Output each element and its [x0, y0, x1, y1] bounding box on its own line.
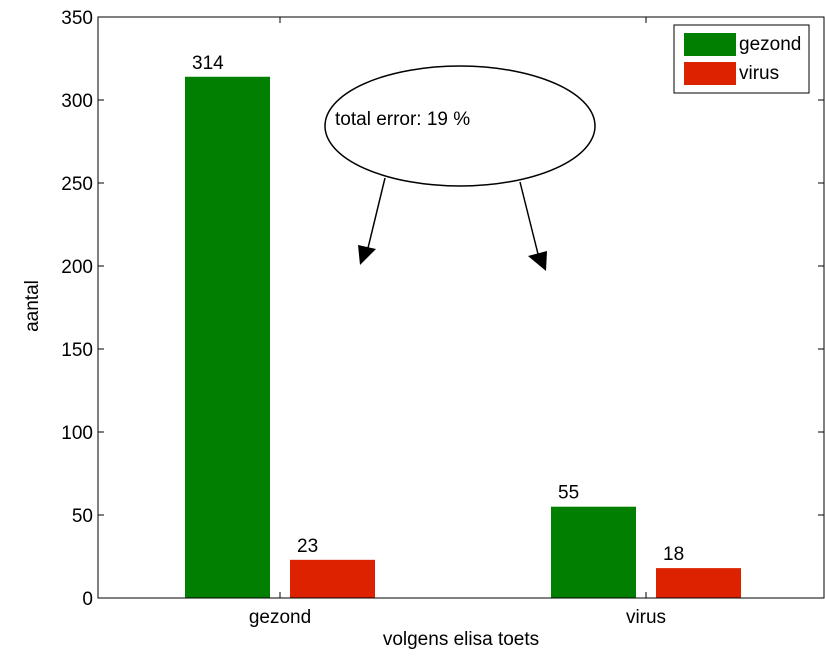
annotation-text: total error: 19 %	[335, 109, 470, 130]
data-labels: 314 23 55 18	[192, 53, 684, 565]
y-tick-label: 150	[61, 340, 93, 361]
y-axis-title: aantal	[22, 280, 43, 332]
bar-gezond-virus	[551, 506, 636, 598]
data-label-gezond-virus: 55	[558, 483, 579, 504]
legend-swatch-virus	[684, 62, 736, 85]
legend: gezond virus	[673, 24, 810, 94]
y-tick-label: 300	[61, 91, 93, 112]
y-tick-label: 350	[61, 8, 93, 29]
bars	[185, 76, 741, 598]
annotation-arrow-right-head	[528, 251, 547, 271]
annotation-ellipse	[324, 65, 596, 187]
annotation-arrow-left-shaft	[367, 177, 386, 249]
x-tick-label-gezond: gezond	[249, 607, 311, 628]
y-tick-label: 0	[82, 589, 93, 610]
data-label-gezond-gezond: 314	[192, 53, 224, 74]
x-tick-label-virus: virus	[626, 607, 666, 628]
annotation-arrow-right-shaft	[519, 181, 539, 255]
y-tick-label: 200	[61, 257, 93, 278]
data-label-virus-gezond: 23	[297, 536, 318, 557]
data-label-virus-virus: 18	[663, 544, 684, 565]
bar-virus-gezond	[290, 559, 375, 598]
legend-swatch-gezond	[684, 33, 736, 56]
annotation: total error: 19 %	[324, 65, 596, 271]
legend-label-gezond: gezond	[739, 34, 801, 55]
y-tick-label: 100	[61, 423, 93, 444]
y-axis-ticks: 0 50 100 150 200 250 300 350	[61, 8, 824, 610]
annotation-arrow-left-head	[358, 245, 376, 265]
x-axis-title: volgens elisa toets	[383, 629, 539, 650]
y-tick-label: 250	[61, 174, 93, 195]
bar-gezond-gezond	[185, 76, 270, 598]
bar-virus-virus	[656, 568, 741, 598]
legend-label-virus: virus	[739, 63, 779, 84]
x-axis-ticks: gezond virus	[249, 17, 666, 628]
y-tick-label: 50	[72, 506, 93, 527]
plot-area-frame	[97, 16, 825, 599]
